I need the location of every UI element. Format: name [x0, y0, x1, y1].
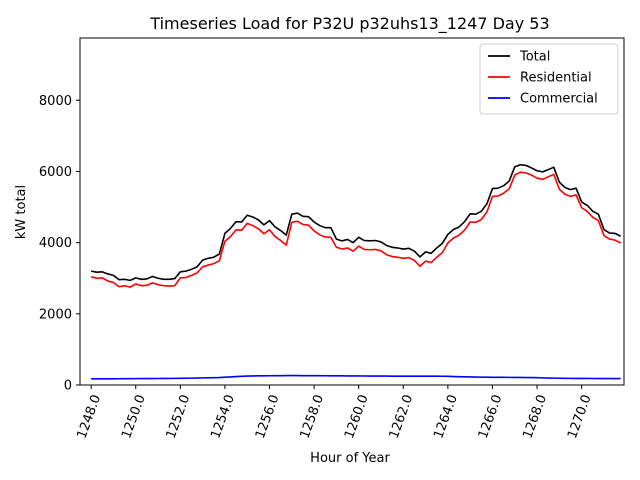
- legend-label-total: Total: [519, 50, 550, 65]
- y-axis-label: kW total: [14, 185, 29, 239]
- x-tick-label: 1260.0: [342, 393, 372, 441]
- x-tick-label: 1270.0: [565, 393, 595, 441]
- y-tick-label: 2000: [39, 307, 72, 322]
- x-tick-label: 1250.0: [119, 393, 149, 441]
- y-tick-label: 6000: [39, 165, 72, 180]
- y-tick-label: 4000: [39, 236, 72, 251]
- legend: Total Residential Commercial: [479, 43, 619, 115]
- series-line-total: [90, 163, 622, 282]
- chart-title: Timeseries Load for P32U p32uhs13_1247 D…: [149, 14, 549, 34]
- x-tick-label: 1256.0: [253, 393, 283, 441]
- x-tick-label: 1254.0: [208, 393, 238, 441]
- plot-frame: [79, 37, 625, 386]
- x-tick-label: 1266.0: [476, 393, 506, 441]
- x-tick-label: 1268.0: [520, 393, 550, 441]
- series-line-commercial: [91, 374, 621, 380]
- x-tick-label: 1262.0: [387, 393, 417, 441]
- y-axis: 0 2000 4000 6000 8000: [39, 94, 80, 394]
- x-tick-label: 1264.0: [431, 393, 461, 441]
- x-axis-label: Hour of Year: [310, 451, 390, 466]
- legend-label-commercial: Commercial: [520, 92, 598, 107]
- legend-box: [479, 43, 619, 115]
- legend-label-residential: Residential: [520, 71, 592, 86]
- y-tick-label: 8000: [39, 94, 72, 109]
- x-tick-label: 1258.0: [297, 393, 327, 441]
- series-line-residential: [90, 171, 622, 288]
- x-axis: 1248.0 1250.0 1252.0 1254.0 1256.0 1258.0 1260…: [75, 385, 595, 441]
- x-tick-label: 1252.0: [164, 393, 194, 441]
- series-group: [90, 163, 622, 380]
- x-tick-label: 1248.0: [75, 393, 105, 441]
- y-tick-label: 0: [64, 379, 72, 394]
